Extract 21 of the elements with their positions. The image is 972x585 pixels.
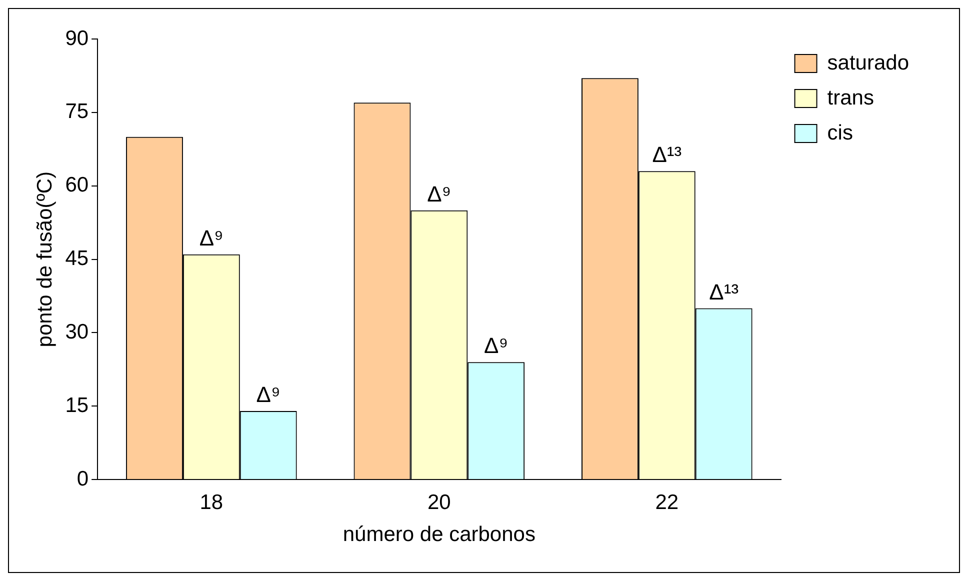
x-axis-title: número de carbonos (342, 523, 536, 546)
legend-label: cis (827, 121, 853, 144)
y-axis-title: ponto de fusão(ºC) (33, 171, 56, 348)
y-tick-label: 60 (65, 174, 89, 197)
x-tick-label: 22 (655, 490, 679, 514)
data-label: Δ⁹ (427, 181, 452, 206)
y-tick-label: 45 (65, 247, 89, 270)
legend-label: trans (827, 86, 874, 110)
legend-label: saturado (827, 51, 910, 74)
x-tick-label: 20 (427, 490, 451, 514)
data-label: Δ¹³ (652, 142, 682, 168)
y-tick-label: 75 (65, 100, 89, 124)
y-tick-label: 30 (65, 320, 89, 344)
y-tick-label: 0 (76, 467, 89, 490)
y-tick-label: 90 (65, 26, 89, 50)
data-label: Δ⁹ (484, 333, 508, 358)
data-label: Δ¹³ (709, 279, 739, 304)
data-label: Δ⁹ (256, 382, 280, 408)
y-tick-label: 15 (65, 394, 89, 417)
x-tick-label: 18 (200, 490, 224, 514)
data-label: Δ⁹ (199, 225, 224, 250)
